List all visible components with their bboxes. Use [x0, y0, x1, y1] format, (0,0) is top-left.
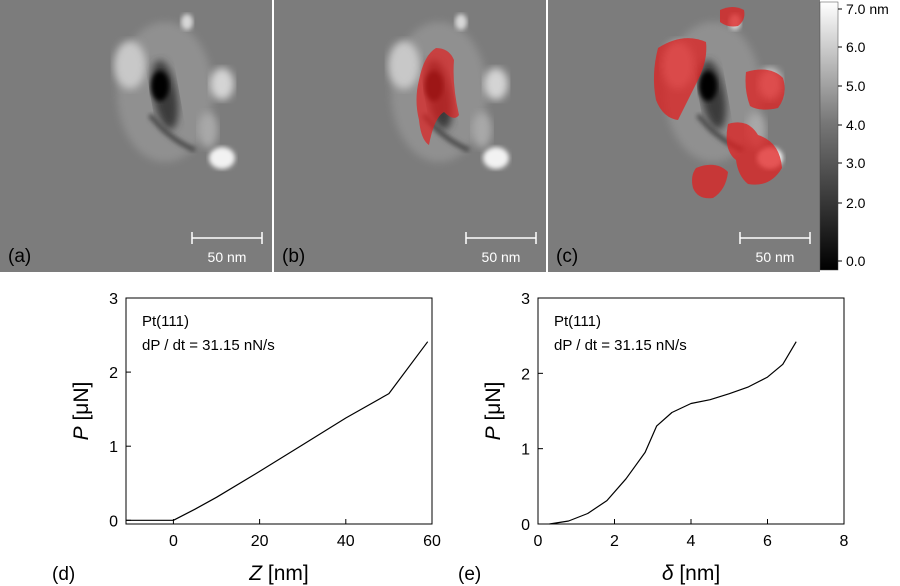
y-tick-label: 0 — [109, 513, 118, 530]
y-axis-variable: P — [482, 426, 505, 440]
overlay-pileup-lower-right — [726, 122, 782, 185]
y-axis-label: P [μN] — [482, 382, 505, 441]
series-line — [126, 341, 429, 521]
x-axis-variable: Z — [248, 562, 263, 585]
annotation-rate: dP / dt = 31.15 nN/s — [554, 337, 687, 354]
colorbar-tick-label: 2.0 — [846, 195, 866, 211]
scalebar-label-c: 50 nm — [756, 249, 795, 265]
x-tick-label: 2 — [610, 533, 619, 550]
scalebar-label-a: 50 nm — [208, 249, 247, 265]
y-tick-label: 2 — [109, 365, 118, 382]
annotation-material: Pt(111) — [142, 313, 189, 330]
y-tick-label: 0 — [521, 517, 530, 534]
x-tick-label: 0 — [534, 533, 543, 550]
x-axis-label: δ [nm] — [662, 562, 720, 585]
scalebar-label-b: 50 nm — [482, 249, 521, 265]
plot-frame — [537, 297, 845, 525]
colorbar-gradient — [819, 1, 839, 271]
panel-label-a: (a) — [8, 246, 31, 267]
y-tick-label: 2 — [521, 366, 530, 383]
x-tick-label: 20 — [251, 533, 269, 550]
colorbar-tick-label: 0.0 — [846, 253, 866, 269]
y-tick-label: 3 — [521, 291, 530, 308]
x-tick-label: 6 — [763, 533, 772, 550]
overlay-pileup-lower-left — [692, 164, 728, 199]
x-tick-label: 60 — [423, 533, 441, 550]
panel-label-c: (c) — [556, 246, 578, 267]
series-line — [549, 341, 797, 525]
overlay-indent-region — [416, 48, 459, 145]
colorbar: 7.0 nm 6.0 5.0 4.0 3.0 2.0 0.0 — [819, 1, 889, 271]
afm-panel-c: 50 nm (c) — [548, 0, 820, 272]
x-axis-variable: δ — [662, 562, 674, 585]
plot-frame — [125, 297, 433, 525]
afm-panel-a: 50 nm (a) — [0, 0, 272, 272]
overlay-pileup-right — [745, 69, 785, 110]
y-axis-variable: P — [70, 426, 93, 440]
x-axis-unit: [nm] — [673, 562, 720, 585]
afm-panel-b: 50 nm (b) — [274, 0, 546, 272]
y-tick-label: 1 — [109, 439, 118, 456]
y-tick-label: 1 — [521, 442, 530, 459]
colorbar-tick-label: 7.0 nm — [846, 1, 889, 17]
overlay-pileup-top — [720, 7, 745, 27]
panel-label-e: (e) — [458, 564, 481, 585]
colorbar-tick-label: 3.0 — [846, 155, 866, 171]
y-axis-unit: [μN] — [70, 382, 93, 427]
colorbar-tick-label: 5.0 — [846, 78, 866, 94]
x-tick-label: 8 — [840, 533, 849, 550]
x-axis-label: Z [nm] — [248, 562, 309, 585]
x-tick-label: 40 — [337, 533, 355, 550]
colorbar-tick-label: 6.0 — [846, 39, 866, 55]
panel-label-d: (d) — [52, 564, 75, 585]
colorbar-tick-label: 4.0 — [846, 117, 866, 133]
overlay-pileup-left — [653, 38, 707, 120]
x-axis-unit: [nm] — [262, 562, 309, 585]
chart-d: 0 20 40 60 0 1 2 3 Pt(111) dP / dt = 31.15 nN/s Z … — [70, 291, 441, 585]
y-tick-label: 3 — [109, 291, 118, 308]
y-axis-label: P [μN] — [70, 382, 93, 441]
annotation-material: Pt(111) — [554, 313, 601, 330]
x-tick-label: 4 — [687, 533, 696, 550]
y-axis-unit: [μN] — [482, 382, 505, 427]
panel-label-b: (b) — [282, 246, 305, 267]
chart-e: 0 2 4 6 8 0 1 2 3 Pt(111) dP / dt = 31.15 nN/s δ [n… — [482, 291, 849, 585]
annotation-rate: dP / dt = 31.15 nN/s — [142, 337, 275, 354]
x-tick-label: 0 — [169, 533, 178, 550]
